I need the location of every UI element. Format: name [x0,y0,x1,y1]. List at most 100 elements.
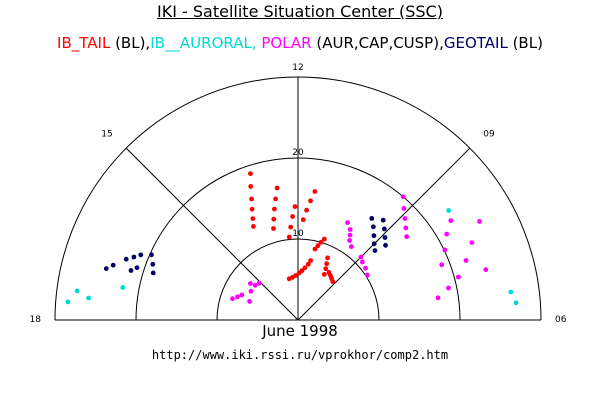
point-polar-27 [446,285,451,291]
legend-text-bl-1: (BL), [110,34,151,52]
point-geotail-1 [110,262,116,268]
point-polar-14 [360,259,365,265]
point-geotail-18 [383,242,388,248]
point-ib-tail-17 [271,216,277,222]
point-polar-24 [442,247,448,253]
point-ib-tail-18 [271,226,276,231]
legend-ib-auroral: IB__AURORAL, [150,34,262,52]
point-ib-tail-32 [324,261,330,267]
point-geotail-11 [371,224,376,230]
point-ib-tail-29 [315,243,321,249]
legend-text-bl-2: (BL) [507,34,543,52]
point-ib-tail-10 [249,196,255,202]
point-ib-auroral-1 [65,299,71,305]
point-polar-25 [439,262,445,268]
point-geotail-9 [134,265,140,271]
labels-layer: 18 15 12 09 06 10 20 [30,63,567,325]
point-polar-3 [247,299,253,304]
point-polar-8 [345,220,350,226]
legend-text-regions: (AUR,CAP,CUSP), [311,34,444,52]
grid-layer [54,76,542,321]
point-polar-6 [252,282,258,288]
point-geotail-12 [371,233,377,239]
point-polar-11 [347,238,352,243]
point-geotail-15 [380,217,386,223]
point-polar-29 [477,219,482,224]
point-ib-auroral-0 [86,295,91,301]
point-geotail-16 [382,226,387,232]
point-ib-tail-13 [251,224,256,229]
point-ib-auroral-6 [446,208,452,213]
angle-label-09: 09 [483,130,495,140]
points-layer [65,171,519,306]
legend-geotail: GEOTAIL [443,34,508,52]
point-ib-tail-30 [312,246,318,252]
point-ib-tail-31 [325,255,330,261]
point-geotail-4 [138,252,144,258]
point-polar-16 [364,272,370,278]
spoke-9 [297,147,471,321]
point-geotail-13 [371,241,377,247]
point-ib-tail-21 [288,224,294,230]
point-ib-tail-33 [323,266,329,272]
point-ib-tail-28 [318,239,324,245]
point-ib-tail-34 [321,272,327,277]
point-ib-tail-25 [304,207,309,213]
point-ib-tail-27 [321,236,327,242]
point-ib-auroral-3 [120,285,126,290]
point-ib-tail-20 [290,214,295,219]
point-geotail-17 [382,235,388,240]
point-polar-21 [404,234,409,240]
point-polar-23 [444,231,450,237]
spoke-15 [125,147,299,321]
point-ib-auroral-5 [513,300,519,306]
angle-label-18: 18 [30,315,42,325]
legend: IB_TAIL (BL),IB__AURORAL, POLAR (AUR,CAP… [0,34,600,52]
point-polar-30 [469,240,475,246]
point-polar-12 [348,244,354,250]
point-ib-auroral-2 [74,288,80,294]
point-ib-tail-22 [286,234,292,240]
point-ib-tail-16 [272,206,277,212]
point-ib-tail-2 [302,265,308,271]
point-polar-9 [347,227,353,232]
point-polar-22 [448,218,454,224]
point-polar-1 [235,294,240,300]
point-ib-tail-7 [286,276,292,282]
angle-label-15: 15 [101,130,112,140]
point-ib-tail-1 [305,261,311,267]
point-ib-tail-0 [308,258,313,263]
point-ib-tail-14 [274,185,280,191]
point-geotail-0 [103,266,109,271]
point-geotail-5 [149,252,154,258]
point-polar-28 [435,295,441,301]
point-ib-tail-12 [250,216,256,222]
radial-label-20: 20 [292,148,304,158]
point-polar-4 [248,288,254,294]
point-ib-tail-4 [296,270,302,276]
point-polar-17 [400,194,406,200]
url-link[interactable]: http://www.iki.rssi.ru/vprokhor/comp2.ht… [151,348,449,362]
point-ib-tail-11 [249,206,255,212]
point-geotail-10 [369,216,375,221]
point-polar-31 [463,258,469,263]
point-ib-tail-9 [248,184,254,189]
point-polar-20 [403,225,409,231]
point-polar-2 [239,292,245,298]
legend-polar: POLAR [261,34,312,52]
point-polar-13 [358,254,364,260]
point-polar-10 [347,232,353,238]
point-geotail-14 [372,248,378,254]
point-ib-tail-38 [330,279,336,284]
point-ib-tail-19 [292,204,298,210]
angle-label-06: 06 [555,315,567,325]
point-ib-tail-8 [248,171,253,177]
point-polar-15 [363,265,368,271]
point-ib-tail-26 [300,217,306,223]
point-ib-auroral-4 [508,289,514,295]
angle-label-12: 12 [292,63,303,73]
point-ib-tail-15 [273,196,278,202]
point-polar-5 [248,281,253,286]
